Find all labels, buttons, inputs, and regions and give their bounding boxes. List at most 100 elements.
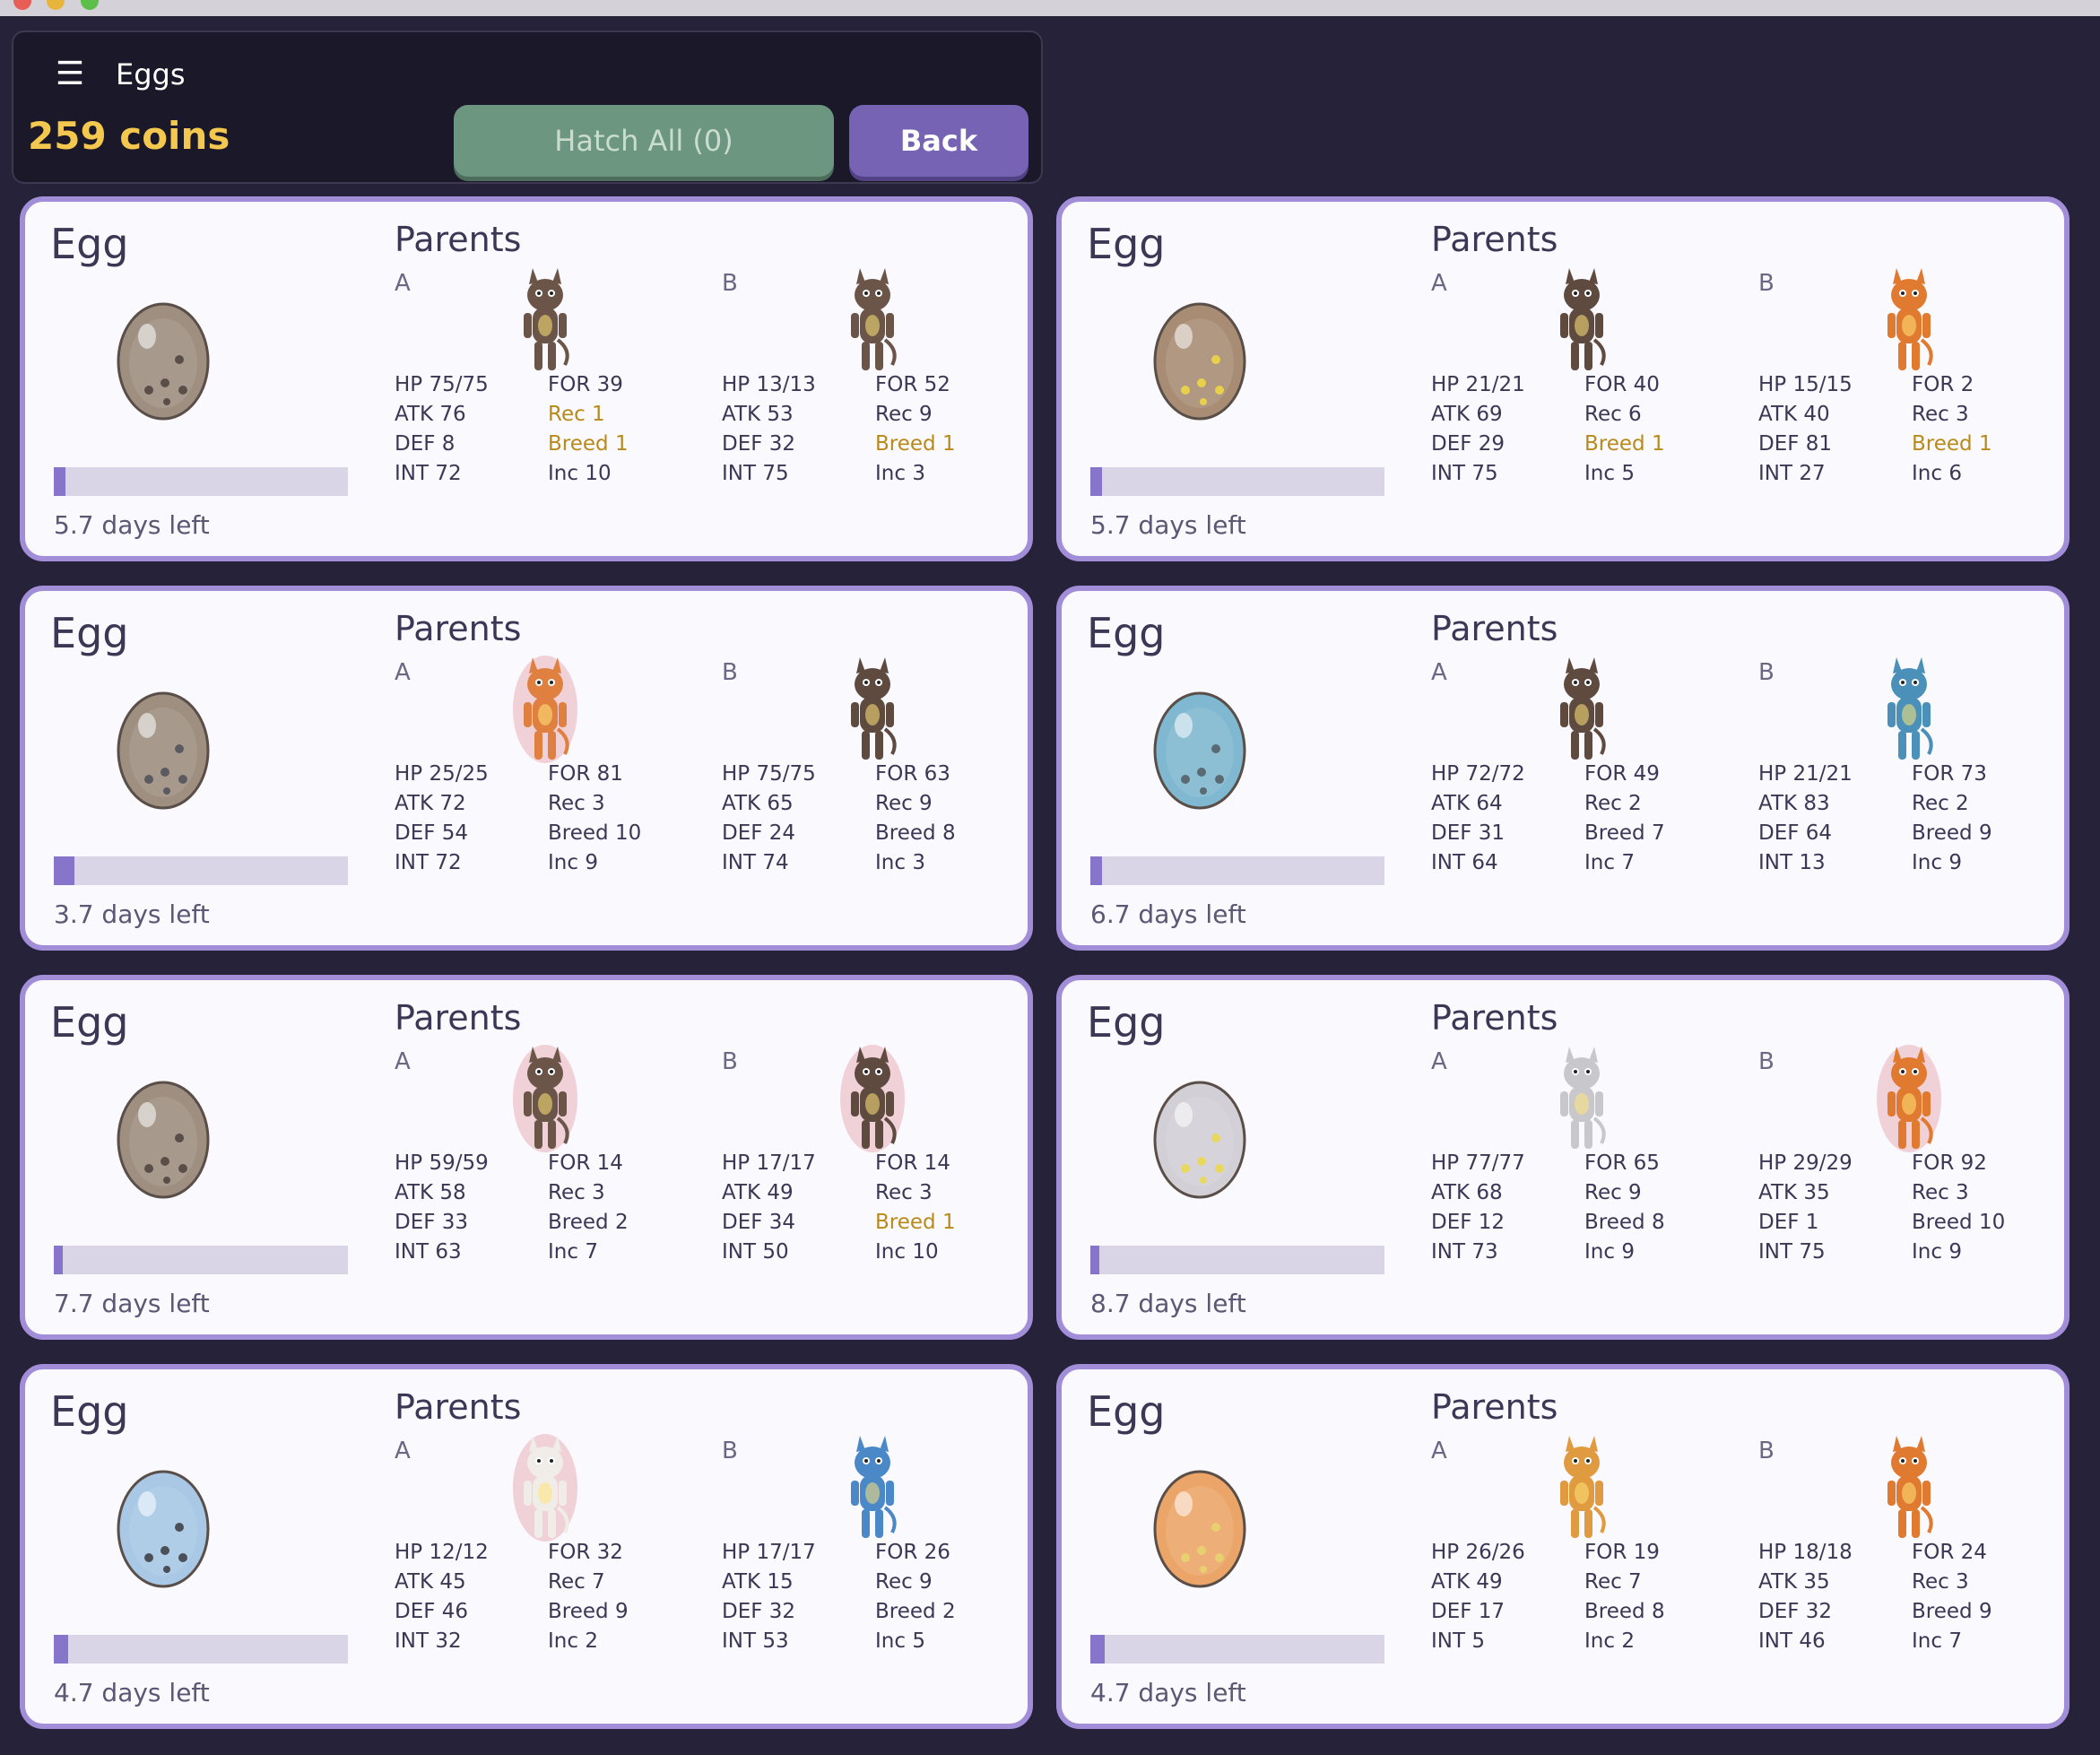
hamburger-menu-icon[interactable]: ☰ [55,56,85,92]
parent-b-panel: B HP 18/18 ATK 35 [1758,1432,2064,1656]
hatch-all-button[interactable]: Hatch All (0) [454,105,834,177]
int-stat: INT 27 [1758,462,1826,485]
parent-label: B [1758,270,1775,297]
breeding-stats: FOR 14 Rec 3 Breed 2 Inc 7 [548,1149,629,1267]
egg-card[interactable]: Egg 6.7 days left Parents A [1056,586,2070,951]
egg-title: Egg [50,998,129,1047]
orange-crowned-monster-icon [1548,1432,1616,1543]
breed-stat: Breed 1 [548,432,629,456]
rec-stat: Rec 3 [1912,403,1969,426]
window-maximize-icon[interactable] [81,0,99,10]
incubation-progress-bar [54,856,348,885]
parent-label: A [1431,659,1447,686]
egg-card[interactable]: Egg 5.7 days left Parents A [1056,196,2070,561]
egg-card[interactable]: Egg 3.7 days left Parents A [20,586,1033,951]
atk-stat: ATK 49 [1431,1570,1503,1594]
parents-heading: Parents [1431,1387,1558,1427]
egg-card[interactable]: Egg 7.7 days left Parents A [20,975,1033,1340]
hp-stat: HP 77/77 [1431,1151,1525,1175]
hp-stat: HP 29/29 [1758,1151,1853,1175]
breed-stat: Breed 1 [1912,432,1992,456]
egg-icon [115,1457,212,1590]
egg-card[interactable]: Egg 8.7 days left Parents A [1056,975,2070,1340]
rec-stat: Rec 2 [1912,792,1969,815]
hp-stat: HP 12/12 [395,1541,489,1564]
for-stat: FOR 32 [548,1541,623,1564]
int-stat: INT 5 [1431,1629,1485,1653]
brown-crowned-monster-icon [1548,654,1616,765]
inc-stat: Inc 9 [1912,851,1962,874]
for-stat: FOR 14 [875,1151,950,1175]
breed-stat: Breed 9 [1912,821,1992,845]
breeding-stats: FOR 65 Rec 9 Breed 8 Inc 9 [1584,1149,1665,1267]
for-stat: FOR 81 [548,762,623,786]
breed-stat: Breed 10 [548,821,642,845]
rec-stat: Rec 9 [875,403,933,426]
parent-label: A [395,270,411,297]
breed-stat: Breed 2 [548,1211,629,1234]
parents-heading: Parents [1431,220,1558,259]
atk-stat: ATK 35 [1758,1570,1830,1594]
def-stat: DEF 33 [395,1211,469,1234]
days-left-label: 8.7 days left [1090,1289,1246,1318]
breed-stat: Breed 8 [1584,1600,1665,1623]
atk-stat: ATK 15 [722,1570,794,1594]
hp-stat: HP 21/21 [1758,762,1853,786]
for-stat: FOR 49 [1584,762,1660,786]
atk-stat: ATK 76 [395,403,466,426]
incubation-progress-fill [54,1246,63,1274]
window-minimize-icon[interactable] [47,0,65,10]
breed-stat: Breed 10 [1912,1211,2006,1234]
egg-icon [115,290,212,422]
egg-title: Egg [1087,1387,1166,1436]
inc-stat: Inc 3 [875,851,925,874]
parent-label: B [1758,659,1775,686]
egg-title: Egg [50,220,129,268]
blue-haloed-monster-icon [1875,654,1943,765]
window-close-icon[interactable] [13,0,31,10]
inc-stat: Inc 2 [1584,1629,1635,1653]
hp-stat: HP 15/15 [1758,373,1853,396]
inc-stat: Inc 5 [1584,462,1635,485]
egg-card[interactable]: Egg 4.7 days left Parents A [20,1364,1033,1729]
parents-heading: Parents [1431,998,1558,1038]
egg-card[interactable]: Egg 5.7 days left Parents A [20,196,1033,561]
breed-stat: Breed 1 [875,432,956,456]
hp-stat: HP 18/18 [1758,1541,1853,1564]
breeding-stats: FOR 63 Rec 9 Breed 8 Inc 3 [875,760,956,878]
rec-stat: Rec 9 [1584,1181,1642,1204]
def-stat: DEF 54 [395,821,469,845]
inc-stat: Inc 2 [548,1629,598,1653]
rec-stat: Rec 3 [1912,1181,1969,1204]
incubation-progress-fill [54,467,66,496]
parent-label: B [722,270,738,297]
incubation-progress-bar [1090,467,1384,496]
hp-stat: HP 13/13 [722,373,816,396]
rec-stat: Rec 3 [875,1181,933,1204]
parents-heading: Parents [395,609,522,648]
parent-label: A [1431,1048,1447,1075]
white-crowned-monster-icon [511,1432,579,1543]
incubation-progress-bar [54,1246,348,1274]
parent-a-panel: A HP 12/12 ATK 45 [395,1432,723,1656]
int-stat: INT 32 [395,1629,462,1653]
rec-stat: Rec 1 [548,403,605,426]
hp-stat: HP 25/25 [395,762,489,786]
egg-title: Egg [1087,609,1166,657]
hp-stat: HP 21/21 [1431,373,1525,396]
breeding-stats: FOR 2 Rec 3 Breed 1 Inc 6 [1912,370,1992,489]
egg-title: Egg [50,609,129,657]
int-stat: INT 13 [1758,851,1826,874]
def-stat: DEF 34 [722,1211,796,1234]
def-stat: DEF 32 [1758,1600,1833,1623]
back-button[interactable]: Back [849,105,1028,177]
inc-stat: Inc 7 [1584,851,1635,874]
int-stat: INT 50 [722,1240,789,1264]
def-stat: DEF 31 [1431,821,1506,845]
rec-stat: Rec 6 [1584,403,1642,426]
incubation-progress-fill [1090,1635,1106,1664]
atk-stat: ATK 45 [395,1570,466,1594]
egg-card[interactable]: Egg 4.7 days left Parents A [1056,1364,2070,1729]
for-stat: FOR 63 [875,762,950,786]
parent-b-panel: B HP 17/17 ATK 49 [722,1043,1028,1267]
